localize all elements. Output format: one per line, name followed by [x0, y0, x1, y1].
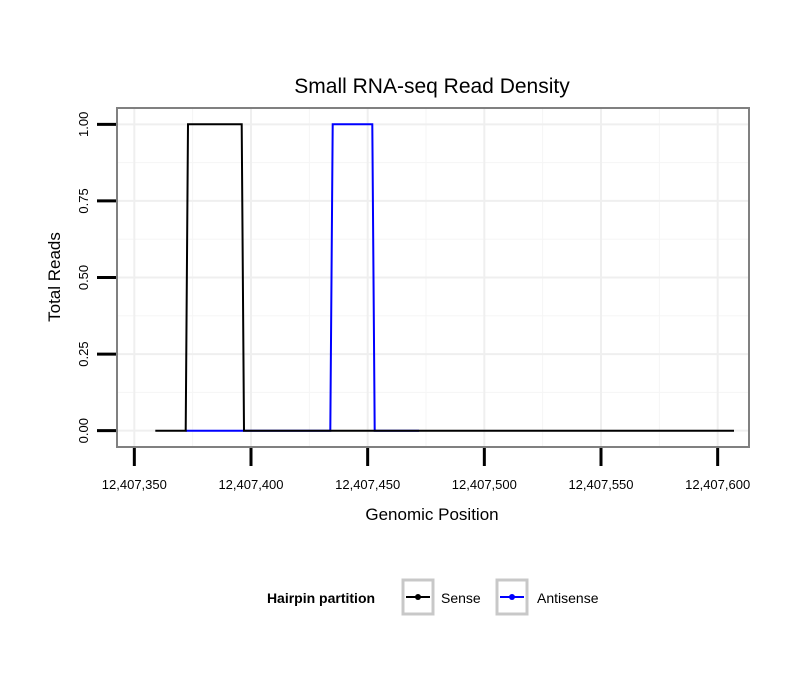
x-tick-label: 12,407,600 — [685, 477, 750, 492]
x-tick-label: 12,407,500 — [452, 477, 517, 492]
chart-title: Small RNA-seq Read Density — [294, 75, 570, 98]
x-tick-label: 12,407,350 — [102, 477, 167, 492]
x-tick-label: 12,407,400 — [218, 477, 283, 492]
y-tick-label: 0.25 — [76, 341, 91, 366]
x-axis-title: Genomic Position — [365, 505, 498, 524]
legend-label-antisense: Antisense — [537, 590, 599, 606]
y-tick-label: 0.75 — [76, 188, 91, 213]
legend-label-sense: Sense — [441, 590, 481, 606]
y-tick-label: 0.50 — [76, 265, 91, 290]
x-tick-label: 12,407,550 — [568, 477, 633, 492]
legend-point-sense — [415, 594, 421, 600]
y-tick-label: 0.00 — [76, 418, 91, 443]
legend: Hairpin partition Sense Antisense — [267, 578, 599, 616]
legend-point-antisense — [509, 594, 515, 600]
legend-item-sense: Sense — [401, 578, 481, 616]
legend-title: Hairpin partition — [267, 590, 375, 606]
x-tick-label: 12,407,450 — [335, 477, 400, 492]
x-axis: 12,407,350 12,407,400 12,407,450 12,407,500… — [102, 448, 750, 492]
series-layer — [155, 123, 734, 432]
legend-item-antisense: Antisense — [495, 578, 599, 616]
series-line-sense — [155, 123, 734, 432]
y-axis: 0.00 0.25 0.50 0.75 1.00 — [76, 112, 116, 443]
y-axis-title: Total Reads — [45, 232, 64, 322]
y-tick-label: 1.00 — [76, 112, 91, 137]
